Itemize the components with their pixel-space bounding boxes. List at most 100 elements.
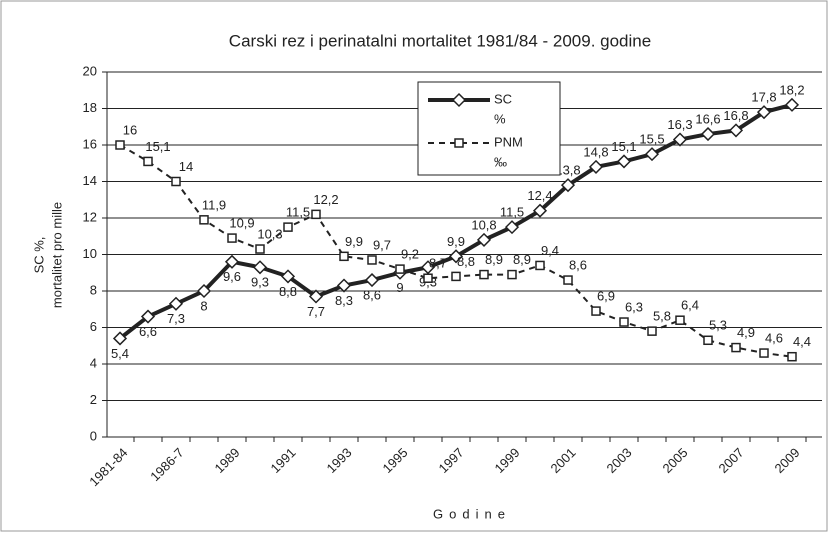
- marker: [171, 176, 181, 187]
- data-label: 9,7: [373, 237, 391, 252]
- marker: [367, 255, 377, 265]
- marker: [731, 342, 741, 353]
- y-tick-label: 2: [90, 392, 97, 407]
- data-label: 5,3: [709, 318, 727, 333]
- marker: [563, 275, 573, 285]
- legend-marker: [454, 138, 464, 148]
- data-label: 9,9: [447, 234, 465, 249]
- marker: [759, 348, 769, 358]
- data-label: 4,9: [737, 325, 755, 340]
- marker: [588, 159, 604, 174]
- data-label: 9,9: [345, 234, 363, 249]
- marker: [308, 289, 324, 304]
- marker: [196, 283, 212, 299]
- marker: [616, 154, 632, 169]
- marker: [728, 123, 744, 138]
- data-label: 8,8: [279, 284, 297, 299]
- legend-marker: [451, 92, 467, 108]
- marker: [560, 178, 576, 193]
- data-label: 16,6: [695, 111, 720, 126]
- data-label: 8,3: [335, 293, 353, 308]
- marker: [448, 249, 464, 264]
- marker: [535, 260, 545, 271]
- data-label: 8,9: [513, 252, 531, 267]
- marker: [112, 331, 128, 346]
- data-label: 11,5: [500, 205, 524, 220]
- data-label: 11,5: [286, 205, 310, 220]
- marker: [168, 296, 184, 311]
- data-label: 8,7: [429, 256, 447, 271]
- data-label: 9,3: [251, 275, 269, 290]
- marker: [339, 251, 349, 262]
- data-label: 5,8: [653, 309, 671, 324]
- legend-label: SC: [494, 91, 512, 106]
- data-label: 9,4: [541, 243, 559, 258]
- data-label: 10,3: [257, 226, 282, 241]
- marker: [255, 244, 265, 254]
- y-tick-label: 16: [83, 136, 97, 151]
- y-tick-label: 20: [83, 63, 97, 78]
- data-label: 7,7: [307, 304, 325, 319]
- marker: [476, 232, 492, 247]
- marker: [756, 105, 772, 120]
- marker: [787, 351, 797, 362]
- marker: [784, 97, 800, 112]
- marker: [336, 278, 352, 293]
- marker: [280, 269, 296, 284]
- marker: [672, 132, 688, 147]
- legend-label: PNM: [494, 134, 523, 149]
- data-label: 16,8: [723, 108, 748, 123]
- marker: [647, 326, 657, 336]
- data-label: 5,4: [111, 346, 129, 361]
- y-axis-label: SC %,: [31, 237, 46, 274]
- marker: [591, 306, 601, 316]
- legend: [417, 81, 561, 176]
- data-label: 9,2: [401, 247, 419, 262]
- data-label: 16: [123, 122, 137, 137]
- data-label: 12,2: [313, 192, 338, 207]
- data-label: 8,9: [485, 252, 503, 267]
- y-tick-label: 14: [83, 173, 97, 188]
- marker: [644, 147, 660, 162]
- y-tick-label: 0: [90, 428, 97, 443]
- marker: [311, 209, 321, 220]
- data-label: 4,6: [765, 330, 783, 345]
- x-axis-label: Godine: [433, 506, 511, 521]
- data-label: 6,3: [625, 299, 643, 314]
- data-label: 8,6: [569, 257, 587, 272]
- data-label: 18,2: [779, 82, 804, 97]
- data-label: 8,6: [363, 287, 381, 302]
- marker: [675, 315, 685, 325]
- y-tick-label: 10: [83, 246, 97, 261]
- marker: [283, 222, 293, 232]
- legend-label: ‰: [494, 154, 507, 169]
- data-label: 14,8: [583, 144, 608, 159]
- marker: [420, 260, 436, 275]
- data-label: 16,3: [667, 117, 692, 132]
- data-label: 10,8: [471, 217, 496, 232]
- marker: [507, 269, 517, 280]
- data-label: 10,9: [229, 216, 254, 231]
- marker: [703, 335, 713, 346]
- marker: [532, 203, 548, 218]
- data-label: 9: [396, 280, 403, 295]
- marker: [479, 269, 489, 280]
- legend-label: %: [494, 111, 506, 126]
- marker: [252, 260, 268, 275]
- marker: [504, 220, 520, 235]
- data-label: 7,3: [167, 311, 185, 326]
- data-label: 13,8: [555, 163, 580, 178]
- data-label: 6,6: [139, 324, 157, 339]
- data-label: 15,1: [145, 139, 170, 154]
- marker: [451, 271, 461, 282]
- marker: [423, 273, 433, 283]
- data-label: 14: [179, 159, 193, 174]
- data-label: 15,1: [611, 139, 636, 154]
- data-label: 17,8: [751, 90, 776, 105]
- marker: [224, 254, 240, 269]
- data-label: 11,9: [202, 197, 226, 212]
- y-tick-label: 12: [83, 209, 97, 224]
- chart-title: Carski rez i perinatalni mortalitet 1981…: [229, 31, 651, 50]
